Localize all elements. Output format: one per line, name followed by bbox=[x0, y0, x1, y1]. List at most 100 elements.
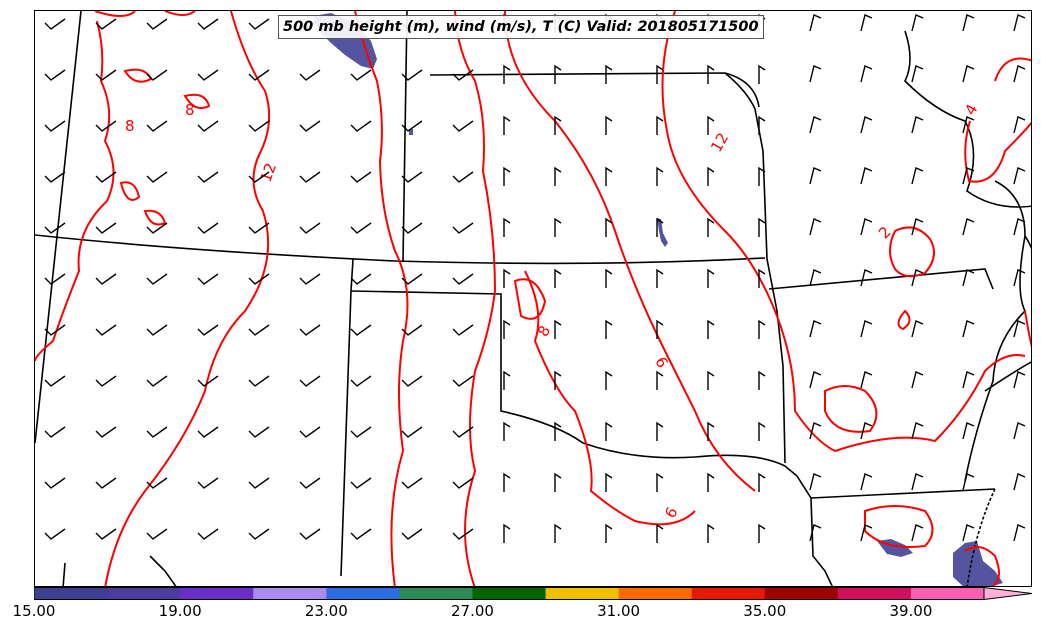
wind-barb bbox=[95, 528, 117, 540]
wind-barb bbox=[809, 116, 822, 134]
map-canvas: 8 8 12 8 6 6 12 2 4 bbox=[35, 11, 1031, 586]
wind-barb bbox=[44, 528, 66, 540]
wind-barb bbox=[605, 370, 613, 390]
colorbar-tick-label: 19.00 bbox=[158, 602, 202, 620]
wind-barb bbox=[605, 523, 613, 543]
wind-barb bbox=[656, 472, 664, 492]
contour-line bbox=[183, 93, 211, 109]
contour-line bbox=[1024, 310, 1031, 348]
border-line bbox=[429, 72, 786, 464]
wind-barb bbox=[503, 421, 511, 441]
colorbar-tick-label: 27.00 bbox=[450, 602, 494, 620]
contour-line bbox=[104, 11, 271, 586]
wind-barb bbox=[911, 473, 924, 491]
colorbar-segment bbox=[326, 587, 400, 600]
wind-barb bbox=[962, 65, 975, 83]
wind-barb bbox=[605, 472, 613, 492]
wind-barb bbox=[146, 273, 168, 285]
contour-line bbox=[164, 11, 196, 16]
colorbar-tick-label: 35.00 bbox=[743, 602, 787, 620]
wind-barb bbox=[656, 421, 664, 441]
wind-barb bbox=[605, 64, 613, 84]
colorbar-segment bbox=[399, 587, 473, 600]
wind-barb bbox=[197, 528, 219, 540]
wind-barb bbox=[299, 273, 321, 285]
wind-barb bbox=[452, 222, 474, 234]
wind-barb bbox=[401, 222, 423, 234]
wind-barb bbox=[1013, 218, 1026, 236]
wind-barb bbox=[962, 320, 975, 338]
wind-barb bbox=[758, 166, 766, 186]
wind-barb bbox=[962, 218, 975, 236]
contour-label: 4 bbox=[961, 101, 981, 118]
wind-barb bbox=[503, 115, 511, 135]
wind-barb bbox=[707, 370, 715, 390]
wind-barb bbox=[350, 324, 372, 336]
wind-barb bbox=[605, 217, 613, 237]
wind-barb bbox=[707, 217, 715, 237]
wind-barb bbox=[503, 217, 511, 237]
wind-barb bbox=[911, 14, 924, 32]
border-line bbox=[810, 488, 996, 499]
wind-barb bbox=[197, 171, 219, 183]
colorbar-segment bbox=[34, 587, 108, 600]
wind-barb bbox=[299, 324, 321, 336]
wind-barb bbox=[146, 120, 168, 132]
wind-barb bbox=[911, 218, 924, 236]
wind-barb bbox=[299, 375, 321, 387]
wind-barb bbox=[44, 426, 66, 438]
wind-barb bbox=[656, 319, 664, 339]
wind-barb bbox=[1013, 65, 1026, 83]
wind-barb bbox=[452, 69, 474, 81]
wind-barb bbox=[248, 69, 270, 81]
state-borders bbox=[35, 11, 1031, 586]
colorbar-tick-label: 39.00 bbox=[889, 602, 933, 620]
wind-barb bbox=[554, 523, 562, 543]
wind-barb bbox=[401, 69, 423, 81]
colorbar-segment bbox=[618, 587, 693, 600]
colorbar-segment bbox=[764, 587, 839, 600]
wind-barb bbox=[44, 171, 66, 183]
contour-line bbox=[35, 20, 115, 362]
wind-barb bbox=[860, 320, 873, 338]
wind-barb bbox=[758, 115, 766, 135]
contour-line bbox=[513, 278, 547, 320]
wind-barb bbox=[605, 421, 613, 441]
wind-barb bbox=[95, 69, 117, 81]
wind-barb bbox=[44, 69, 66, 81]
wind-barb bbox=[809, 524, 822, 542]
wind-barb bbox=[350, 477, 372, 489]
wind-barb bbox=[248, 375, 270, 387]
wind-barb bbox=[503, 472, 511, 492]
wind-barb bbox=[962, 371, 975, 389]
wind-barb bbox=[146, 324, 168, 336]
contour-line bbox=[143, 209, 167, 226]
wind-barb bbox=[197, 222, 219, 234]
wind-barb bbox=[656, 217, 664, 237]
wind-barb bbox=[962, 116, 975, 134]
wind-barb bbox=[452, 273, 474, 285]
wind-barb bbox=[299, 528, 321, 540]
wind-barb bbox=[146, 222, 168, 234]
border-line bbox=[964, 235, 1026, 482]
wind-barb bbox=[656, 64, 664, 84]
wind-barb bbox=[707, 115, 715, 135]
colorbar-extend-arrow bbox=[983, 587, 1032, 600]
wind-barb bbox=[299, 120, 321, 132]
wind-barb bbox=[350, 273, 372, 285]
wind-barb bbox=[44, 477, 66, 489]
wind-barb bbox=[197, 477, 219, 489]
wind-barb bbox=[146, 69, 168, 81]
border-line bbox=[340, 258, 354, 577]
wind-barb bbox=[350, 69, 372, 81]
colorbar-outline bbox=[34, 587, 985, 600]
wind-barb bbox=[197, 69, 219, 81]
wind-barb bbox=[911, 167, 924, 185]
wind-barb bbox=[656, 115, 664, 135]
wind-barb bbox=[299, 222, 321, 234]
wind-barb bbox=[350, 171, 372, 183]
wind-barb bbox=[605, 319, 613, 339]
wind-barb bbox=[707, 268, 715, 288]
contour-line bbox=[824, 385, 878, 433]
wind-barb bbox=[758, 421, 766, 441]
